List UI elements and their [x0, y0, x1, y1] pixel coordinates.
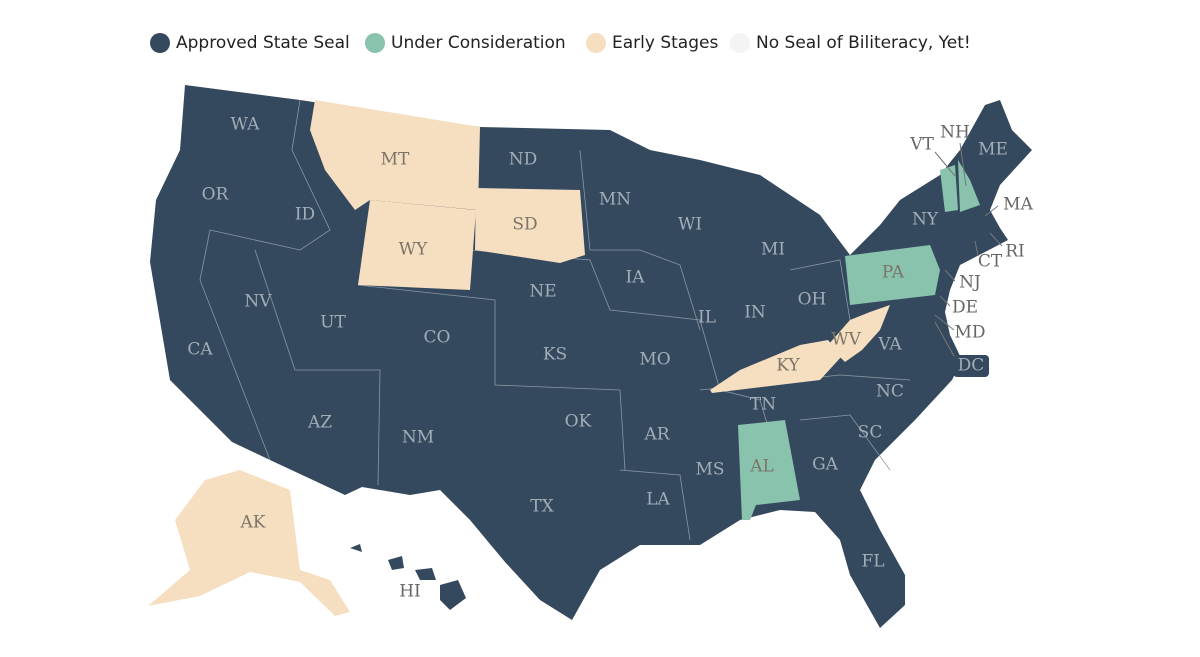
state-label: RI: [1005, 242, 1025, 262]
state-mt: [310, 100, 480, 210]
state-label: MA: [1003, 195, 1033, 215]
state-label: VA: [877, 335, 902, 355]
state-border: [469, 249, 791, 501]
state-label: CT: [978, 252, 1003, 272]
state-label: AR: [643, 425, 670, 445]
state-label: NY: [912, 210, 939, 230]
dc-box: [953, 355, 989, 377]
state-vt: [940, 165, 958, 212]
state-label: WI: [678, 215, 702, 235]
legend-label: Approved State Seal: [176, 33, 350, 53]
leader-line: [934, 321, 956, 359]
state-label: DC: [958, 356, 985, 376]
state-label: AL: [749, 457, 774, 477]
state-label: AZ: [307, 413, 332, 433]
state-label: NV: [244, 292, 272, 312]
state-label: WV: [831, 330, 861, 350]
state-label: TN: [750, 395, 776, 415]
state-label: SD: [512, 215, 537, 235]
leader-line: [944, 269, 956, 282]
state-label: IL: [698, 308, 716, 328]
legend-label: No Seal of Biliteracy, Yet!: [756, 33, 971, 53]
state-label: CA: [187, 340, 213, 360]
state-label: OK: [565, 412, 592, 432]
state-al: [738, 420, 800, 520]
legend-label: Early Stages: [612, 33, 718, 53]
state-label: SC: [858, 423, 883, 443]
state-label: TX: [530, 497, 554, 517]
state-label: FL: [861, 552, 884, 572]
state-border: [619, 469, 691, 541]
state-label: KS: [543, 345, 567, 365]
state-label: HI: [399, 582, 421, 602]
state-label: OR: [202, 185, 230, 205]
state-label: MN: [599, 190, 631, 210]
state-pa: [845, 245, 940, 305]
state-label: PA: [882, 263, 905, 283]
leader-line: [934, 314, 955, 331]
state-label: NE: [529, 282, 556, 302]
state-border: [799, 414, 891, 471]
state-ak: [148, 470, 350, 616]
state-label: IA: [626, 268, 646, 288]
state-label: MD: [954, 323, 985, 343]
state-overlays: [148, 100, 980, 616]
state-label: MI: [761, 240, 785, 260]
leader-line: [984, 205, 999, 217]
leader-lines: [934, 142, 1003, 359]
legend-swatch: [586, 33, 606, 53]
state-label: NM: [402, 428, 434, 448]
state-label: NC: [876, 382, 904, 402]
state-label: ND: [509, 150, 538, 170]
state-label: MS: [695, 460, 724, 480]
state-label: ID: [295, 205, 315, 225]
legend-swatch: [730, 33, 750, 53]
legend-swatch: [365, 33, 385, 53]
state-label: IN: [744, 303, 766, 323]
state-label: VT: [909, 135, 934, 155]
leader-line: [939, 295, 951, 307]
state-ky: [710, 340, 842, 393]
state-label: OH: [798, 290, 827, 310]
state-label: ME: [978, 140, 1008, 160]
state-label: LA: [646, 490, 670, 510]
state-label: CO: [424, 328, 451, 348]
state-label: UT: [320, 313, 346, 333]
state-border: [579, 149, 701, 331]
state-label: MT: [381, 150, 410, 170]
state-border: [199, 229, 271, 461]
state-border: [357, 284, 626, 471]
state-label: AK: [240, 513, 266, 533]
state-border: [789, 259, 851, 321]
state-sd: [475, 188, 585, 263]
state-label: KY: [776, 356, 800, 376]
state-labels: WA OR CA ID NV UT AZ CO NM ND NE KS OK TX MN IA MO AR LA WI…: [187, 115, 1033, 602]
state-nh: [958, 160, 980, 212]
state-label: NH: [940, 123, 970, 143]
leader-line: [974, 240, 979, 257]
state-wy: [358, 200, 476, 290]
legend-label: Under Consideration: [391, 33, 566, 53]
state-label: NJ: [959, 273, 981, 293]
hawaii: [350, 544, 362, 552]
state-label: WY: [399, 240, 428, 260]
state-border: [254, 249, 381, 486]
hawaii: [415, 568, 436, 580]
state-label: MO: [639, 350, 670, 370]
hawaii: [440, 580, 466, 610]
legend-swatch: [150, 33, 170, 53]
leader-line: [989, 232, 1003, 247]
hawaii: [388, 556, 404, 570]
leader-line: [934, 151, 956, 177]
state-label: GA: [812, 455, 839, 475]
leader-line: [959, 142, 967, 187]
state-border: [209, 99, 331, 251]
state-label: WA: [231, 115, 261, 135]
state-label: DE: [952, 298, 978, 318]
legend: Approved State Seal Under Consideration Ea…: [150, 33, 971, 53]
state-wv: [828, 305, 890, 362]
